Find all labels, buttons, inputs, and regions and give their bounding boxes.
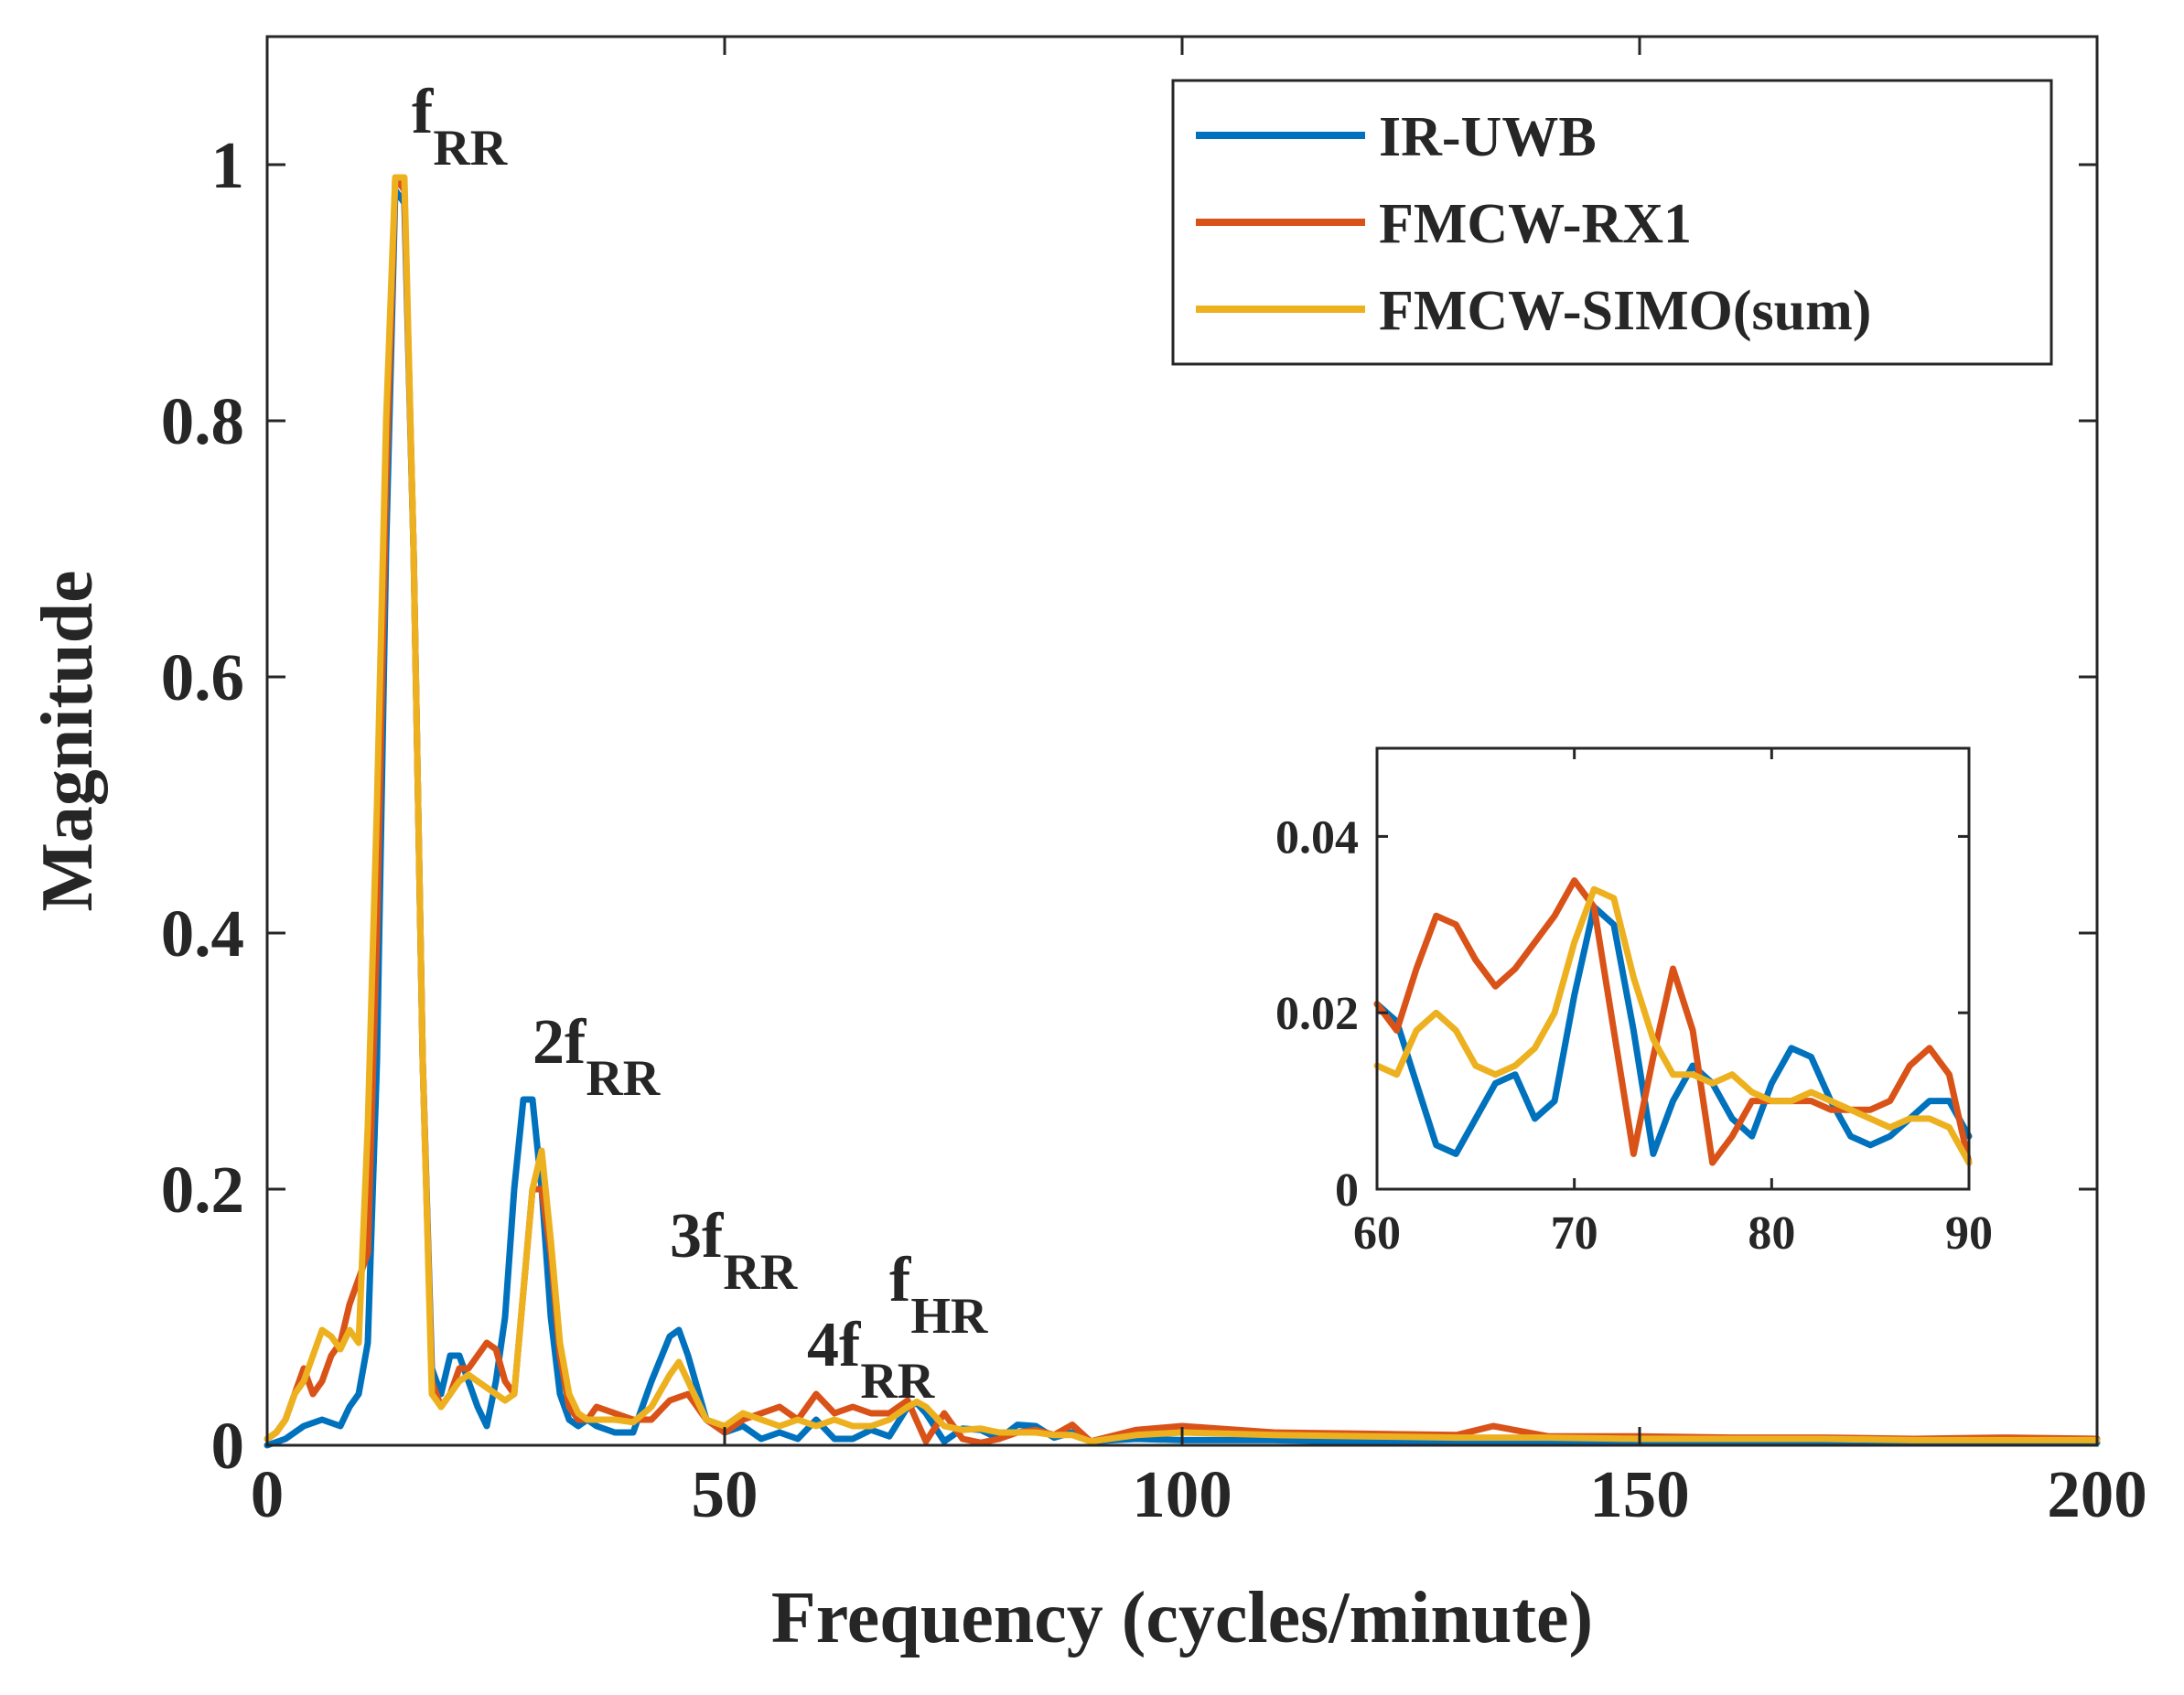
legend-label-fmcw-rx1: FMCW-RX1	[1379, 193, 1692, 255]
inset-plot: 60 70 80 90 0 0.02 0.04	[1275, 746, 1993, 1260]
x-tick-label: 100	[1132, 1457, 1232, 1531]
y-tick-label: 0.6	[161, 640, 244, 714]
inset-y-tick-label: 0.02	[1275, 988, 1359, 1040]
legend: IR-UWB FMCW-RX1 FMCW-SIMO(sum)	[1171, 79, 2053, 366]
x-tick-label: 200	[2047, 1457, 2147, 1531]
inset-y-tick-label: 0.04	[1275, 811, 1359, 864]
annotation-2frr: 2fRR	[533, 1007, 661, 1107]
x-tick-label: 0	[251, 1457, 285, 1531]
annotation-fhr: fHR	[889, 1245, 988, 1345]
inset-series-line-ir-uwb	[1373, 904, 1973, 1157]
y-tick-label: 0.8	[161, 384, 244, 458]
inset-frame	[1375, 746, 1971, 1191]
y-tick-label: 0	[211, 1409, 245, 1483]
inset-x-tick-label: 70	[1551, 1207, 1598, 1260]
y-axis-label: Magnitude	[27, 570, 108, 911]
legend-label-ir-uwb: IR-UWB	[1379, 106, 1597, 168]
inset-x-tick-label: 60	[1353, 1207, 1401, 1260]
inset-series-line-fmcw-simo-sum	[1373, 885, 1973, 1166]
x-tick-label: 150	[1589, 1457, 1690, 1531]
inset-y-tick-label: 0	[1335, 1164, 1359, 1217]
main-plot: 0 50 100 150 200 0 0.2 0.4 0.6 0.8 1 Frequency (cyc…	[27, 35, 2147, 1658]
annotation-frr: fRR	[412, 77, 508, 177]
inset-x-tick-label: 90	[1945, 1207, 1993, 1260]
y-tick-label: 0.4	[161, 896, 244, 971]
x-axis-label: Frequency (cycles/minute)	[771, 1578, 1593, 1658]
y-tick-label: 1	[211, 128, 245, 202]
legend-label-fmcw-simo-sum: FMCW-SIMO(sum)	[1379, 280, 1871, 342]
inset-series-line-fmcw-rx1	[1373, 877, 1973, 1166]
y-tick-label: 0.2	[161, 1153, 244, 1227]
inset-x-tick-label: 80	[1748, 1207, 1795, 1260]
series-line-fmcw-simo-sum	[264, 174, 2101, 1445]
annotation-3frr: 3fRR	[670, 1201, 798, 1301]
x-tick-label: 50	[692, 1457, 758, 1531]
